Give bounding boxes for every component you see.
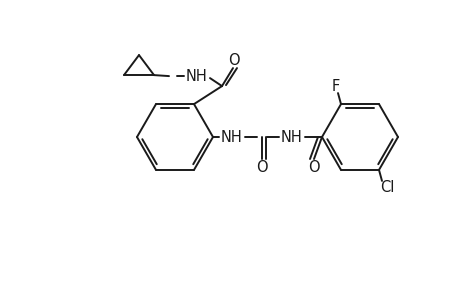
Text: NH: NH bbox=[280, 130, 302, 145]
Text: Cl: Cl bbox=[379, 180, 393, 195]
Text: O: O bbox=[308, 160, 319, 175]
Text: F: F bbox=[331, 79, 339, 94]
Text: NH: NH bbox=[221, 130, 242, 145]
Text: O: O bbox=[256, 160, 267, 175]
Text: O: O bbox=[228, 52, 239, 68]
Text: NH: NH bbox=[186, 69, 207, 84]
